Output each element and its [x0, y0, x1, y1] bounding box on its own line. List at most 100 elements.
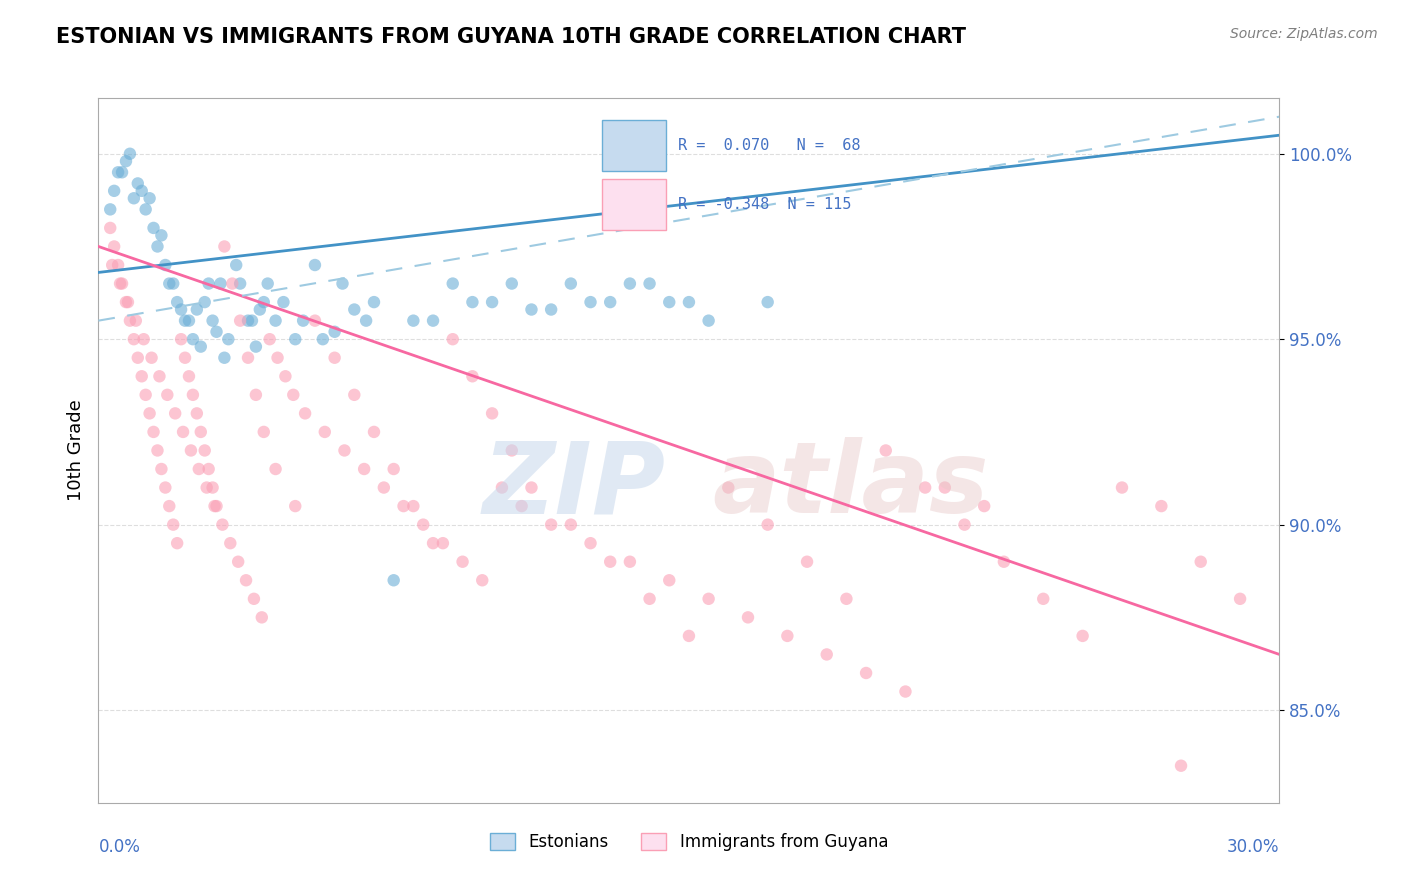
Point	[243, 591, 266, 606]
Point	[107, 258, 129, 272]
Text: atlas: atlas	[713, 437, 988, 534]
Point	[259, 332, 281, 346]
Point	[540, 517, 562, 532]
Point	[402, 313, 425, 327]
Point	[266, 351, 288, 365]
Point	[245, 340, 267, 354]
Point	[249, 302, 271, 317]
Point	[177, 313, 200, 327]
Point	[166, 536, 188, 550]
Point	[481, 406, 503, 420]
Point	[141, 351, 163, 365]
Point	[170, 332, 193, 346]
Point	[1229, 591, 1251, 606]
Point	[264, 462, 287, 476]
Point	[354, 313, 377, 327]
Point	[111, 165, 134, 179]
Point	[875, 443, 897, 458]
Point	[284, 332, 307, 346]
Point	[491, 481, 513, 495]
Point	[1032, 591, 1054, 606]
Point	[934, 481, 956, 495]
Point	[221, 277, 243, 291]
Point	[332, 277, 354, 291]
Point	[190, 340, 212, 354]
Point	[235, 574, 257, 588]
Point	[304, 313, 326, 327]
Point	[1111, 481, 1133, 495]
Point	[155, 258, 177, 272]
Text: Source: ZipAtlas.com: Source: ZipAtlas.com	[1230, 27, 1378, 41]
Point	[146, 443, 169, 458]
Point	[194, 443, 217, 458]
Point	[855, 665, 877, 680]
Point	[240, 313, 263, 327]
Point	[166, 295, 188, 310]
Point	[217, 332, 239, 346]
Point	[678, 629, 700, 643]
Point	[501, 277, 523, 291]
Point	[579, 536, 602, 550]
Point	[343, 302, 366, 317]
Point	[432, 536, 454, 550]
Point	[122, 191, 145, 205]
Point	[382, 574, 405, 588]
Point	[245, 388, 267, 402]
Point	[953, 517, 976, 532]
Point	[353, 462, 375, 476]
Point	[697, 313, 720, 327]
Point	[165, 406, 187, 420]
Point	[283, 388, 305, 402]
Point	[638, 591, 661, 606]
Point	[510, 499, 533, 513]
Point	[441, 332, 464, 346]
Point	[796, 555, 818, 569]
Point	[894, 684, 917, 698]
Point	[201, 481, 224, 495]
Point	[461, 369, 484, 384]
Point	[273, 295, 295, 310]
Point	[343, 388, 366, 402]
Point	[226, 555, 249, 569]
Point	[177, 369, 200, 384]
Point	[118, 146, 141, 161]
Point	[107, 165, 129, 179]
Point	[142, 425, 165, 439]
Point	[1189, 555, 1212, 569]
Point	[211, 517, 233, 532]
Point	[756, 517, 779, 532]
Point	[205, 499, 228, 513]
Point	[197, 277, 219, 291]
Point	[219, 536, 242, 550]
Point	[180, 443, 202, 458]
Point	[284, 499, 307, 513]
Point	[209, 277, 232, 291]
Point	[638, 277, 661, 291]
Point	[132, 332, 155, 346]
Point	[658, 295, 681, 310]
Point	[127, 177, 149, 191]
Point	[560, 277, 582, 291]
Point	[138, 406, 160, 420]
Point	[264, 313, 287, 327]
Point	[187, 462, 209, 476]
Legend: Estonians, Immigrants from Guyana: Estonians, Immigrants from Guyana	[482, 826, 896, 858]
Point	[135, 388, 157, 402]
Point	[717, 481, 740, 495]
Point	[333, 443, 356, 458]
Point	[157, 499, 180, 513]
Point	[363, 295, 385, 310]
Point	[150, 462, 173, 476]
Point	[599, 295, 621, 310]
Point	[190, 425, 212, 439]
Point	[174, 351, 197, 365]
Point	[214, 239, 236, 253]
Point	[835, 591, 858, 606]
Point	[481, 295, 503, 310]
Point	[194, 295, 217, 310]
Text: 0.0%: 0.0%	[98, 838, 141, 855]
Point	[236, 313, 259, 327]
Point	[599, 555, 621, 569]
Point	[131, 369, 153, 384]
Point	[619, 555, 641, 569]
